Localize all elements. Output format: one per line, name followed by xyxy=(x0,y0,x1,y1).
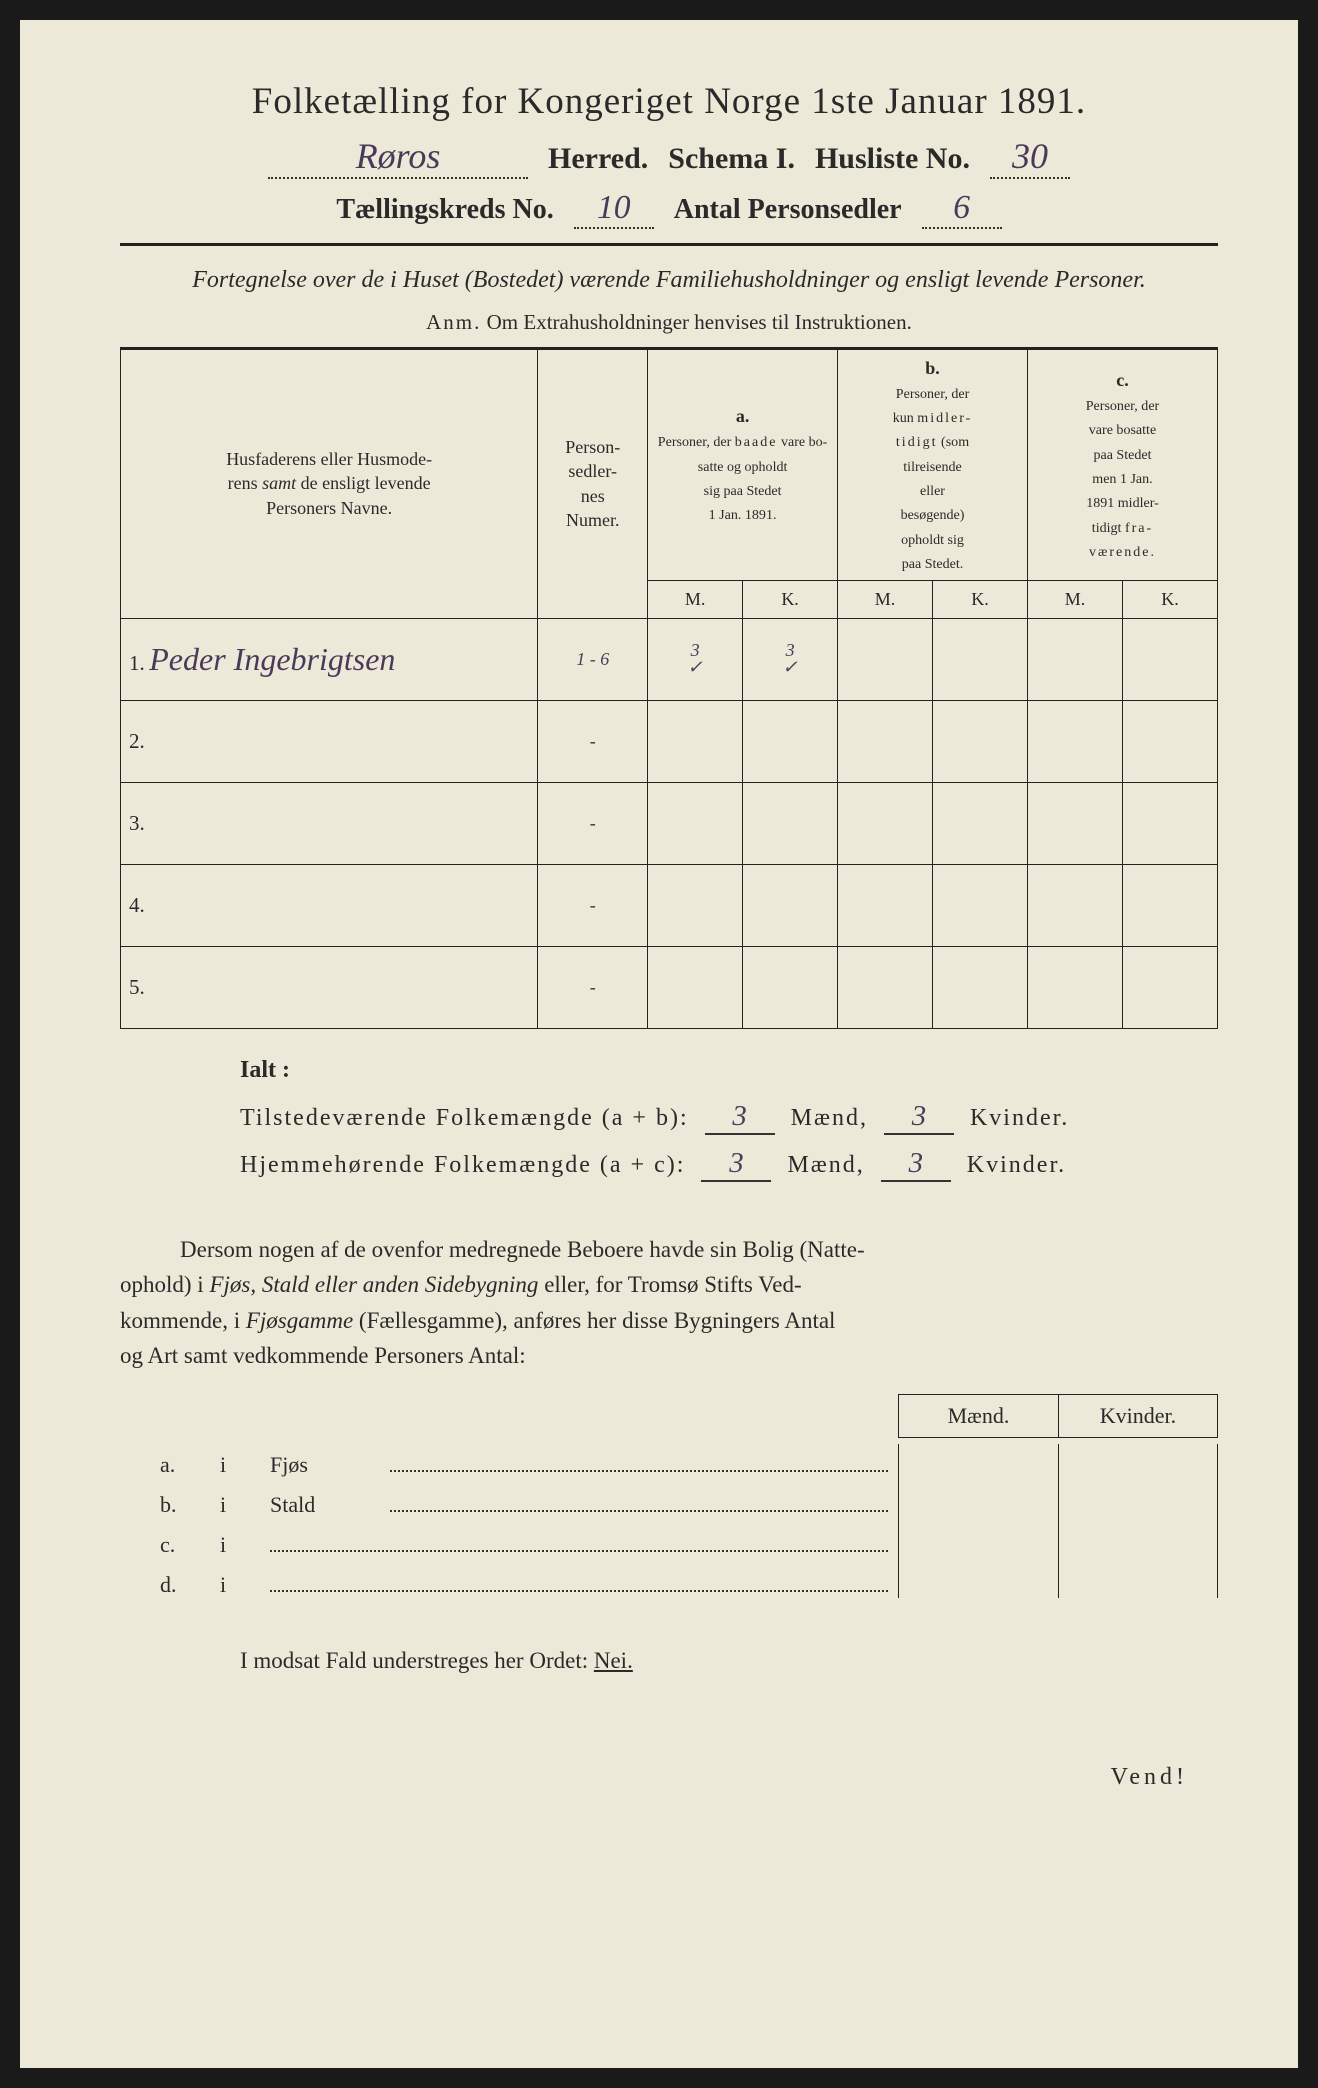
total-line-1: Tilstedeværende Folkemængde (a + b): 3 M… xyxy=(240,1100,1218,1135)
total-k: 3 xyxy=(881,1147,951,1182)
row-num: 4. xyxy=(129,893,145,917)
th-c-k: K. xyxy=(1122,581,1217,618)
page-title: Folketælling for Kongeriget Norge 1ste J… xyxy=(120,80,1218,123)
abcd-label: b. xyxy=(160,1492,220,1518)
herred-label: Herred. xyxy=(548,142,648,176)
cell-c-m xyxy=(1027,618,1122,700)
husliste-label: Husliste No. xyxy=(815,142,970,176)
cell-num: - xyxy=(538,700,648,782)
th-b-m: M. xyxy=(838,581,933,618)
cell-a-m: 3✓ xyxy=(648,618,743,700)
header-row-3: Tællingskreds No. 10 Antal Personsedler … xyxy=(120,189,1218,229)
th-numer: Person-sedler-nesNumer. xyxy=(538,349,648,618)
dotted-line xyxy=(390,1452,888,1472)
anm-note: Anm. Om Extrahusholdninger henvises til … xyxy=(120,310,1218,335)
cell-num: - xyxy=(538,782,648,864)
herred-value: Røros xyxy=(268,135,528,179)
cell-b-k xyxy=(933,618,1028,700)
abcd-i: i xyxy=(220,1492,270,1518)
total-k: 3 xyxy=(884,1100,954,1135)
paragraph: Dersom nogen af de ovenfor medregnede Be… xyxy=(120,1232,1218,1375)
cell-num: - xyxy=(538,864,648,946)
dotted-line xyxy=(270,1572,888,1592)
nei-word: Nei. xyxy=(594,1648,633,1673)
ialt-label: Ialt : xyxy=(240,1057,1218,1084)
th-b: b. Personer, derkun midler-tidigt (somti… xyxy=(838,349,1028,581)
cell-num: - xyxy=(538,946,648,1028)
th-a-m: M. xyxy=(648,581,743,618)
th-a: a. Personer, der baade vare bo-satte og … xyxy=(648,349,838,581)
cell-num: 1 - 6 xyxy=(538,618,648,700)
cell-b-m xyxy=(838,618,933,700)
dotted-line xyxy=(270,1532,888,1552)
abcd-type: Stald xyxy=(270,1492,390,1518)
dotted-line xyxy=(390,1492,888,1512)
cell-c-k xyxy=(1122,618,1217,700)
total-m: 3 xyxy=(701,1147,771,1182)
row-num: 3. xyxy=(129,811,145,835)
abcd-type: Fjøs xyxy=(270,1452,390,1478)
cell-name: 1. Peder Ingebrigtsen xyxy=(121,618,538,700)
census-table: Husfaderens eller Husmode-rens samt de e… xyxy=(120,349,1218,1029)
abcd-i: i xyxy=(220,1532,270,1558)
total-m: 3 xyxy=(705,1100,775,1135)
husliste-value: 30 xyxy=(990,135,1070,179)
total-line-2: Hjemmehørende Folkemængde (a + c): 3 Mæn… xyxy=(240,1147,1218,1182)
personsedler-label: Antal Personsedler xyxy=(674,194,902,226)
schema-label: Schema I. xyxy=(668,142,795,176)
abcd-label: d. xyxy=(160,1572,220,1598)
row-num: 2. xyxy=(129,729,145,753)
table-row: 3. - xyxy=(121,782,1218,864)
divider xyxy=(120,243,1218,246)
th-c-m: M. xyxy=(1027,581,1122,618)
nei-line: I modsat Fald understreges her Ordet: Ne… xyxy=(240,1648,1218,1674)
census-page: Folketælling for Kongeriget Norge 1ste J… xyxy=(20,20,1298,2068)
th-a-k: K. xyxy=(743,581,838,618)
table-row: 2. - xyxy=(121,700,1218,782)
cell-a-k: 3✓ xyxy=(743,618,838,700)
abcd-label: c. xyxy=(160,1532,220,1558)
kreds-label: Tællingskreds No. xyxy=(336,194,553,226)
table-row: 4. - xyxy=(121,864,1218,946)
row-num: 5. xyxy=(129,975,145,999)
th-name: Husfaderens eller Husmode-rens samt de e… xyxy=(121,349,538,618)
mk-header: Mænd. Kvinder. xyxy=(120,1394,1218,1438)
abcd-i: i xyxy=(220,1452,270,1478)
abcd-list: a. i Fjøs b. i Stald c. i d. i xyxy=(160,1452,1218,1598)
abcd-vlines xyxy=(898,1444,1218,1598)
abcd-label: a. xyxy=(160,1452,220,1478)
vend-label: Vend! xyxy=(120,1764,1188,1791)
mk-kvinder: Kvinder. xyxy=(1058,1394,1218,1438)
kreds-value: 10 xyxy=(574,189,654,229)
table-row: 1. Peder Ingebrigtsen 1 - 6 3✓ 3✓ xyxy=(121,618,1218,700)
abcd-i: i xyxy=(220,1572,270,1598)
totals-section: Ialt : Tilstedeværende Folkemængde (a + … xyxy=(240,1057,1218,1182)
subtitle: Fortegnelse over de i Huset (Bostedet) v… xyxy=(120,264,1218,298)
header-row-2: Røros Herred. Schema I. Husliste No. 30 xyxy=(120,135,1218,179)
th-b-k: K. xyxy=(933,581,1028,618)
th-c: c. Personer, dervare bosattepaa Stedetme… xyxy=(1027,349,1217,581)
mk-maend: Mænd. xyxy=(898,1394,1058,1438)
table-row: 5. - xyxy=(121,946,1218,1028)
personsedler-value: 6 xyxy=(922,189,1002,229)
